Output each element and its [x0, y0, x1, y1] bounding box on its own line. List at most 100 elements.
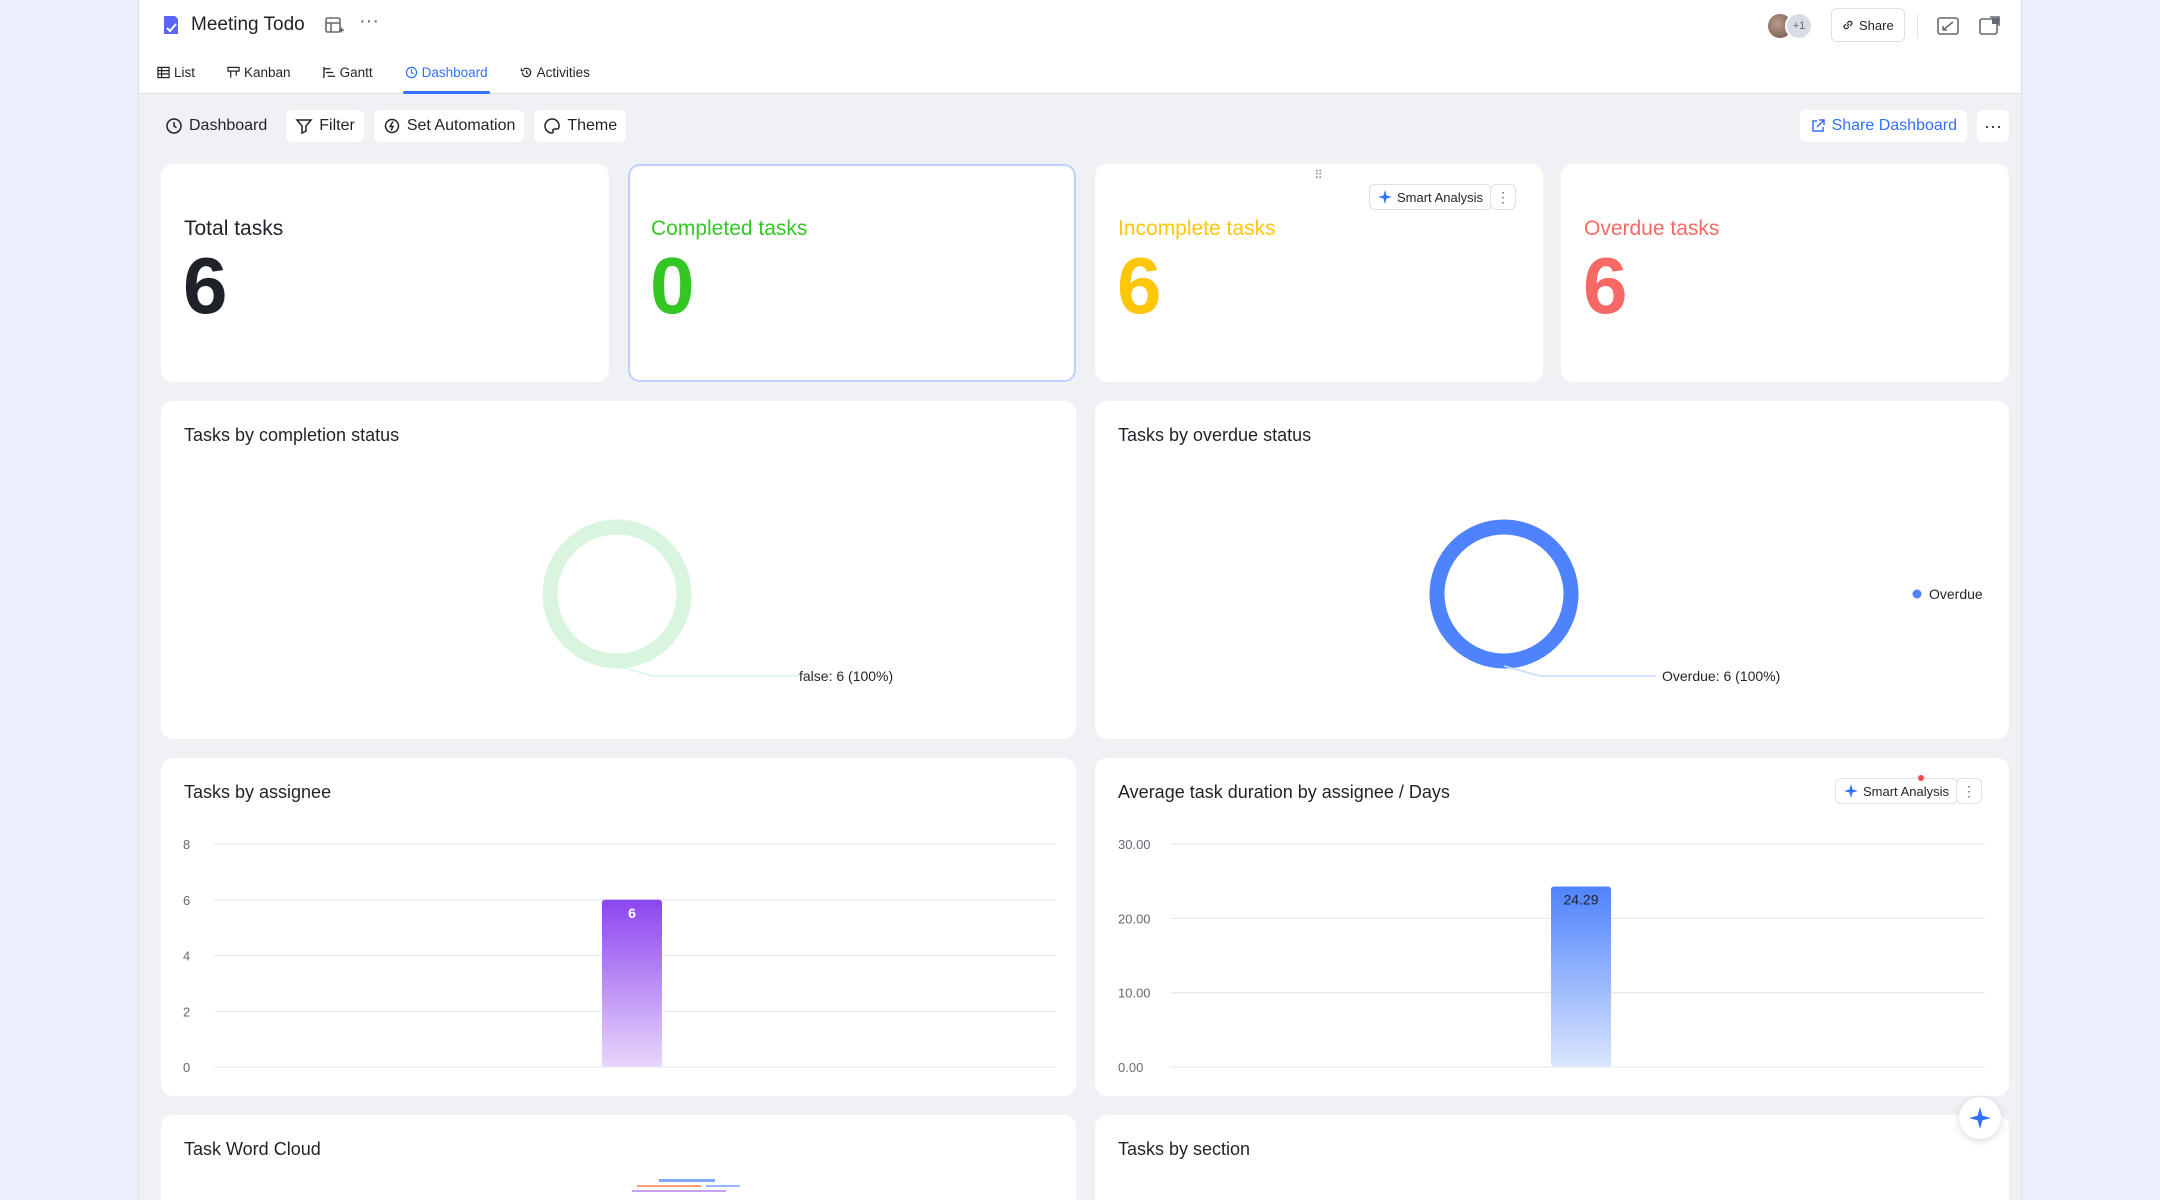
sparkle-icon: [1378, 190, 1392, 204]
word-cloud-preview: [632, 1179, 740, 1192]
sparkle-icon: [1844, 784, 1858, 798]
automation-label: Set Automation: [406, 117, 516, 134]
set-automation-button[interactable]: Set Automation: [373, 110, 525, 142]
y-tick-label: 8: [183, 837, 190, 852]
card-more-button[interactable]: ⋮: [1956, 778, 1982, 804]
filter-button[interactable]: Filter: [286, 110, 364, 142]
card-completion-status[interactable]: Tasks by completion status false: 6 (100…: [161, 401, 1076, 739]
sparkle-icon: [1969, 1107, 1991, 1129]
card-tasks-by-section[interactable]: Tasks by section: [1095, 1115, 2009, 1200]
document-title[interactable]: Meeting Todo: [191, 14, 305, 35]
view-tabs: List Kanban Gantt Dashboard Activities: [155, 58, 592, 94]
y-tick-label: 30.00: [1118, 837, 1151, 852]
card-tasks-by-assignee[interactable]: Tasks by assignee 0 2 4 6 8 6: [161, 758, 1076, 1096]
kpi-card-completed[interactable]: Completed tasks 0: [628, 164, 1076, 382]
kanban-icon: [227, 66, 240, 78]
card-title: Tasks by overdue status: [1118, 425, 1312, 445]
kpi-value: 6: [1583, 241, 1628, 330]
y-tick-label: 6: [183, 893, 190, 908]
y-tick-label: 2: [183, 1004, 190, 1019]
tab-gantt[interactable]: Gantt: [321, 58, 375, 86]
fullscreen-icon[interactable]: [1935, 13, 1961, 39]
bar-chart-assignee: 0 2 4 6 8 6: [183, 837, 1056, 1075]
tab-label: List: [174, 64, 196, 80]
data-label: false: 6 (100%): [799, 668, 893, 684]
donut-chart-overdue: Overdue: 6 (100%) Overdue: [1429, 519, 1983, 684]
data-label-leader-line: [1503, 665, 1656, 677]
tab-label: Gantt: [339, 64, 373, 80]
automation-icon: [384, 118, 400, 134]
smart-analysis-label: Smart Analysis: [1863, 783, 1949, 799]
smart-analysis-button[interactable]: Smart Analysis: [1835, 778, 1958, 804]
kpi-label: Overdue tasks: [1584, 217, 1720, 240]
bar-value-label: 6: [628, 905, 636, 921]
smart-analysis-button[interactable]: Smart Analysis: [1369, 184, 1492, 210]
card-title: Task Word Cloud: [184, 1139, 321, 1159]
share-button[interactable]: Share: [1831, 8, 1905, 42]
tab-dashboard[interactable]: Dashboard: [402, 58, 490, 94]
tab-list[interactable]: List: [155, 58, 197, 86]
y-tick-label: 4: [183, 949, 190, 964]
card-title: Average task duration by assignee / Days: [1118, 782, 1450, 802]
y-tick-label: 20.00: [1118, 911, 1151, 926]
word-cloud-word: [706, 1185, 740, 1187]
ai-assistant-button[interactable]: [1959, 1097, 2001, 1139]
app-window: Meeting Todo ··· List Kanban Gantt Dashb…: [138, 0, 2022, 1200]
card-title: Tasks by assignee: [184, 782, 332, 802]
kpi-card-incomplete[interactable]: ⠿ Smart Analysis ⋮ Incomplete tasks 6: [1095, 164, 1543, 382]
gantt-icon: [322, 66, 335, 78]
drag-handle-icon[interactable]: ⠿: [1314, 168, 1324, 182]
tab-label: Activities: [536, 64, 590, 80]
y-tick-label: 10.00: [1118, 986, 1151, 1001]
donut-slice[interactable]: [1429, 519, 1579, 669]
kpi-card-total[interactable]: Total tasks 6: [161, 164, 609, 382]
avatar-more-count[interactable]: +1: [1785, 12, 1813, 40]
share-icon: [1811, 119, 1825, 132]
legend-marker: [1912, 589, 1922, 599]
tab-label: Dashboard: [421, 64, 488, 80]
smart-analysis-label: Smart Analysis: [1397, 189, 1483, 205]
link-icon: [1843, 20, 1853, 30]
table-icon: [157, 66, 170, 78]
kpi-label: Total tasks: [184, 217, 284, 240]
donut-slice[interactable]: [542, 519, 692, 669]
card-word-cloud[interactable]: Task Word Cloud: [161, 1115, 1076, 1200]
card-avg-duration[interactable]: Average task duration by assignee / Days…: [1095, 758, 2009, 1096]
dashboard-icon: [405, 66, 417, 78]
filter-icon: [295, 119, 313, 135]
word-cloud-word: [632, 1190, 726, 1192]
kpi-label: Incomplete tasks: [1118, 217, 1276, 240]
kpi-card-overdue[interactable]: Overdue tasks 6: [1561, 164, 2009, 382]
legend-label[interactable]: Overdue: [1929, 586, 1983, 602]
dashboard-icon: [166, 118, 182, 134]
tab-activities[interactable]: Activities: [518, 58, 592, 86]
notification-dot: [1918, 775, 1924, 781]
bar-chart-duration: 0.00 10.00 20.00 30.00 24.29: [1118, 837, 1985, 1075]
card-title: Tasks by completion status: [184, 425, 400, 445]
card-title: Tasks by section: [1118, 1139, 1251, 1159]
y-tick-label: 0.00: [1118, 1060, 1143, 1075]
data-label: Overdue: 6 (100%): [1662, 668, 1780, 684]
share-dashboard-label: Share Dashboard: [1831, 117, 1957, 134]
kpi-value: 6: [1117, 241, 1162, 330]
card-more-button[interactable]: ⋮: [1490, 184, 1516, 210]
dashboard-more-button[interactable]: ···: [1977, 110, 2009, 142]
open-new-window-icon[interactable]: [1977, 13, 2003, 39]
dashboard-button[interactable]: Dashboard: [161, 110, 276, 142]
tab-label: Kanban: [244, 64, 291, 80]
table-settings-icon[interactable]: [323, 14, 347, 38]
data-label-leader-line: [616, 665, 799, 677]
filter-label: Filter: [319, 117, 355, 134]
dashboard-label: Dashboard: [189, 117, 268, 134]
share-dashboard-button[interactable]: Share Dashboard: [1799, 110, 1967, 142]
word-cloud-word: [637, 1185, 701, 1187]
donut-chart-completion: false: 6 (100%): [542, 519, 893, 684]
theme-button[interactable]: Theme: [534, 110, 627, 142]
y-tick-label: 0: [183, 1060, 190, 1075]
more-options-icon[interactable]: ···: [359, 10, 379, 32]
card-overdue-status[interactable]: Tasks by overdue status Overdue: 6 (100%…: [1095, 401, 2009, 739]
tab-kanban[interactable]: Kanban: [225, 58, 293, 86]
bar[interactable]: [1551, 886, 1611, 1067]
bar[interactable]: [602, 899, 662, 1067]
history-icon: [520, 67, 531, 77]
